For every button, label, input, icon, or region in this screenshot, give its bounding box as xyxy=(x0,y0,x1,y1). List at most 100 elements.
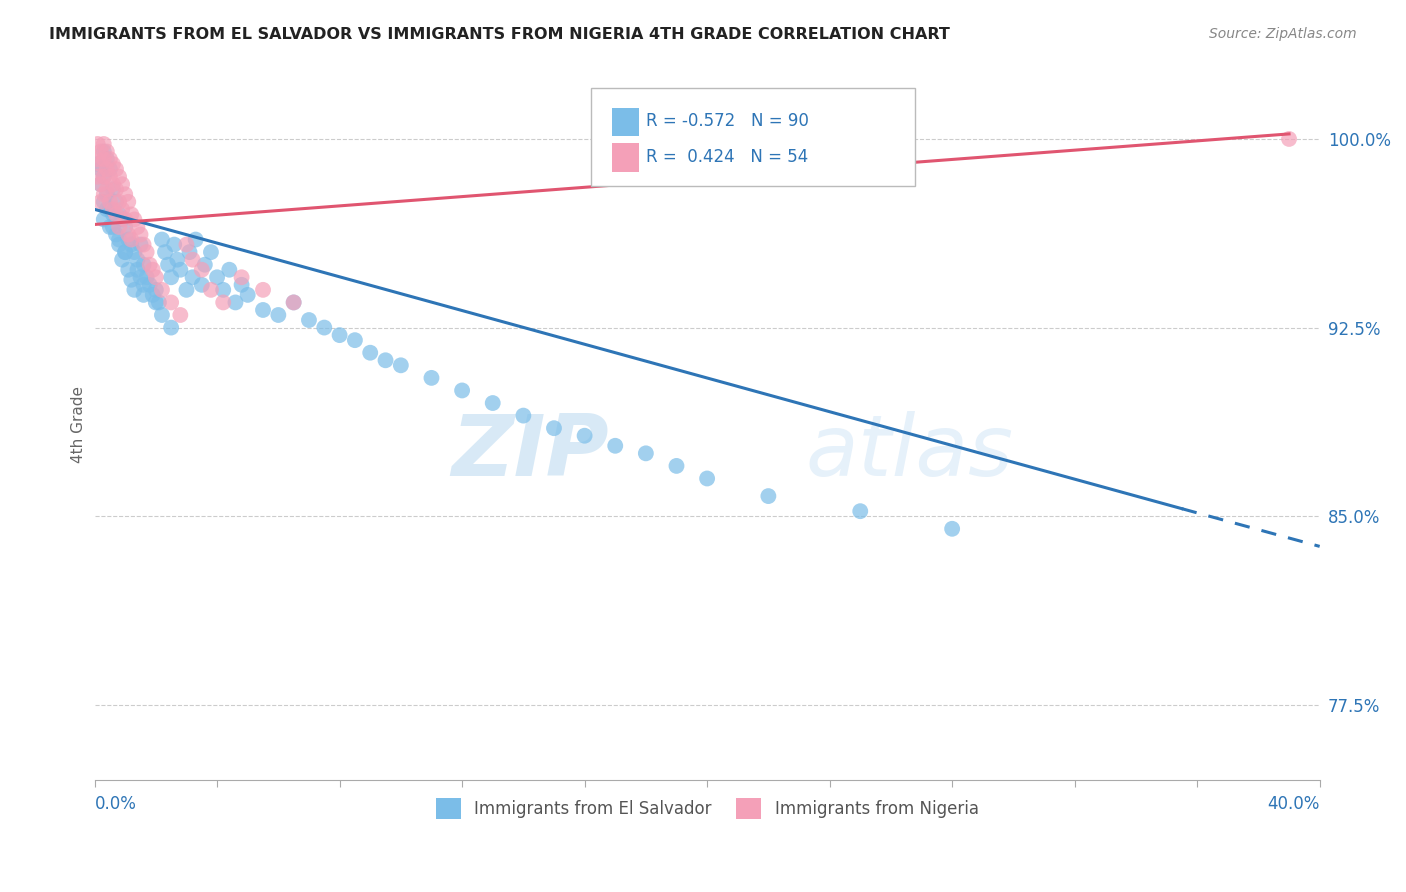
Point xyxy=(114,219,136,234)
Text: R =  0.424   N = 54: R = 0.424 N = 54 xyxy=(645,148,808,166)
Point xyxy=(124,283,146,297)
Point xyxy=(191,277,214,292)
Point xyxy=(90,145,112,159)
Point xyxy=(96,152,118,166)
Point xyxy=(176,283,198,297)
Point xyxy=(132,288,155,302)
Point xyxy=(574,428,596,442)
Point xyxy=(148,295,170,310)
Point xyxy=(117,262,139,277)
Point xyxy=(129,237,152,252)
Y-axis label: 4th Grade: 4th Grade xyxy=(72,386,86,463)
Text: atlas: atlas xyxy=(806,411,1014,494)
Point xyxy=(105,207,128,221)
Point xyxy=(101,157,124,171)
Point xyxy=(86,136,108,151)
Point xyxy=(184,233,207,247)
Point xyxy=(218,262,240,277)
Point xyxy=(145,283,167,297)
Point xyxy=(114,187,136,202)
Point xyxy=(135,245,157,260)
Text: Source: ZipAtlas.com: Source: ZipAtlas.com xyxy=(1209,27,1357,41)
Point xyxy=(111,178,134,192)
Point xyxy=(191,262,214,277)
Point xyxy=(105,227,128,242)
Point xyxy=(200,245,222,260)
Point xyxy=(179,245,201,260)
Point xyxy=(98,219,121,234)
Point xyxy=(145,295,167,310)
Point xyxy=(512,409,534,423)
Point xyxy=(389,359,412,373)
Point xyxy=(160,270,183,285)
Bar xyxy=(612,144,638,172)
Point xyxy=(90,178,112,192)
Point xyxy=(142,262,165,277)
Point xyxy=(224,295,246,310)
Point xyxy=(108,194,131,209)
Point xyxy=(96,182,118,196)
Point xyxy=(108,237,131,252)
Point xyxy=(120,207,142,221)
Point xyxy=(124,212,146,227)
Point xyxy=(105,162,128,177)
Point xyxy=(108,207,131,221)
Point xyxy=(267,308,290,322)
Point xyxy=(108,219,131,234)
Point xyxy=(163,237,186,252)
Point xyxy=(108,233,131,247)
Point xyxy=(132,277,155,292)
Point xyxy=(111,252,134,267)
Point xyxy=(252,283,274,297)
Point xyxy=(93,169,115,184)
Point xyxy=(98,162,121,177)
Point xyxy=(150,233,173,247)
Point xyxy=(96,202,118,217)
Point xyxy=(153,245,176,260)
Point xyxy=(124,245,146,260)
Point xyxy=(298,313,321,327)
Point xyxy=(283,295,305,310)
Point xyxy=(359,345,381,359)
Point xyxy=(101,219,124,234)
Point xyxy=(93,145,115,159)
Point xyxy=(114,212,136,227)
Point xyxy=(86,169,108,184)
Point xyxy=(849,504,872,518)
Point xyxy=(96,145,118,159)
Point xyxy=(756,489,779,503)
Point xyxy=(231,277,253,292)
Point xyxy=(101,207,124,221)
Point xyxy=(93,212,115,227)
Point xyxy=(374,353,396,368)
Point xyxy=(194,258,217,272)
Point xyxy=(86,152,108,166)
Point xyxy=(96,162,118,177)
Point xyxy=(252,303,274,318)
Point xyxy=(169,308,191,322)
Point xyxy=(90,194,112,209)
Point xyxy=(101,178,124,192)
Point xyxy=(314,320,336,334)
Point xyxy=(105,194,128,209)
Point xyxy=(127,262,149,277)
Point xyxy=(941,522,963,536)
Point xyxy=(150,308,173,322)
Point xyxy=(111,212,134,227)
Point xyxy=(634,446,657,460)
Point xyxy=(98,202,121,217)
Point xyxy=(101,182,124,196)
Point xyxy=(120,233,142,247)
Point xyxy=(90,178,112,192)
Point xyxy=(111,202,134,217)
Point xyxy=(98,152,121,166)
Point xyxy=(93,136,115,151)
Point xyxy=(181,270,204,285)
Text: IMMIGRANTS FROM EL SALVADOR VS IMMIGRANTS FROM NIGERIA 4TH GRADE CORRELATION CHA: IMMIGRANTS FROM EL SALVADOR VS IMMIGRANT… xyxy=(49,27,950,42)
Point xyxy=(205,270,228,285)
Point xyxy=(90,162,112,177)
Point xyxy=(1278,132,1301,146)
Point xyxy=(166,252,188,267)
Text: R = -0.572   N = 90: R = -0.572 N = 90 xyxy=(645,112,808,130)
Point xyxy=(120,237,142,252)
